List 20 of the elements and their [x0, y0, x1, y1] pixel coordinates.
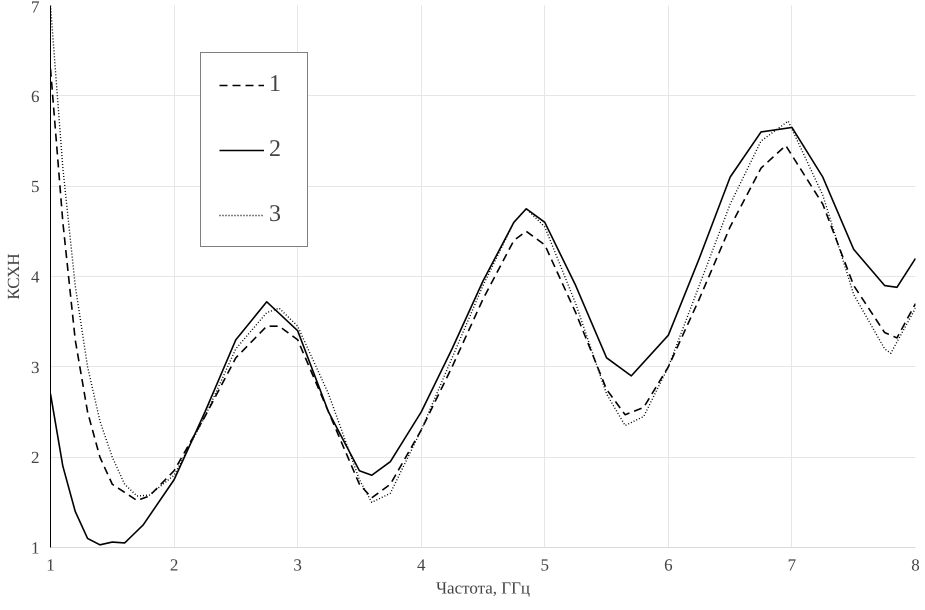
- y-tick-label: 4: [31, 268, 40, 286]
- legend-label: 1: [269, 71, 282, 98]
- y-tick-label: 7: [31, 0, 40, 16]
- x-tick-label: 1: [46, 556, 55, 574]
- y-axis-title: КСХН: [4, 253, 23, 300]
- x-tick-label: 6: [664, 556, 673, 574]
- legend-label: 2: [269, 136, 282, 163]
- y-tick-label: 6: [31, 86, 40, 106]
- x-tick-label: 5: [540, 556, 550, 574]
- y-tick-label: 5: [31, 177, 40, 196]
- legend-label: 3: [269, 201, 282, 228]
- y-tick-label: 3: [31, 358, 40, 377]
- x-tick-label: 7: [788, 556, 797, 574]
- x-axis-title: Частота, ГГц: [436, 578, 530, 598]
- x-tick-label: 2: [170, 556, 178, 574]
- x-tick-label: 3: [293, 556, 302, 574]
- x-tick-label: 4: [416, 556, 426, 574]
- y-tick-label: 2: [31, 448, 40, 468]
- x-tick-label: 8: [911, 556, 920, 574]
- y-tick-label: 1: [31, 538, 40, 558]
